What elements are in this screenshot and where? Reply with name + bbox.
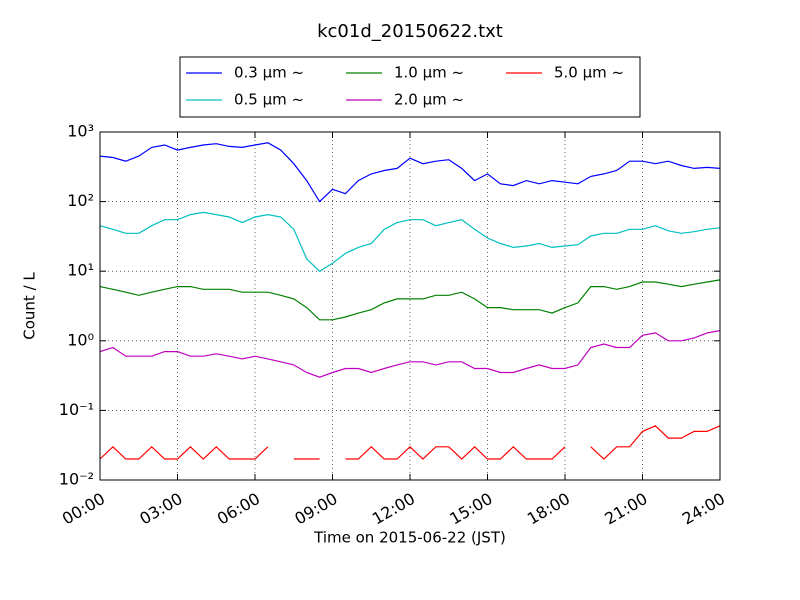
legend-label: 5.0 μm ~ [554,64,624,82]
y-tick-label: 10⁻¹ [59,400,94,419]
y-tick-label: 10⁻² [59,470,94,489]
y-tick-label: 10² [67,191,94,210]
legend-label: 0.5 μm ~ [234,91,304,109]
legend-box [179,56,641,118]
legend-label: 1.0 μm ~ [394,64,464,82]
series-line [99,279,721,321]
y-tick-label: 10¹ [67,261,94,280]
x-axis-label: Time on 2015-06-22 (JST) [313,529,506,547]
series-line [99,425,721,460]
legend-label: 0.3 μm ~ [234,64,304,82]
chart-title: kc01d_20150622.txt [317,21,503,42]
series-line [99,142,721,203]
y-tick-label: 10³ [67,122,94,141]
series-line [99,330,721,378]
y-tick-label: 10⁰ [67,330,94,349]
legend-label: 2.0 μm ~ [394,91,464,109]
y-axis-label: Count / L [21,272,39,340]
series-line [99,211,721,272]
